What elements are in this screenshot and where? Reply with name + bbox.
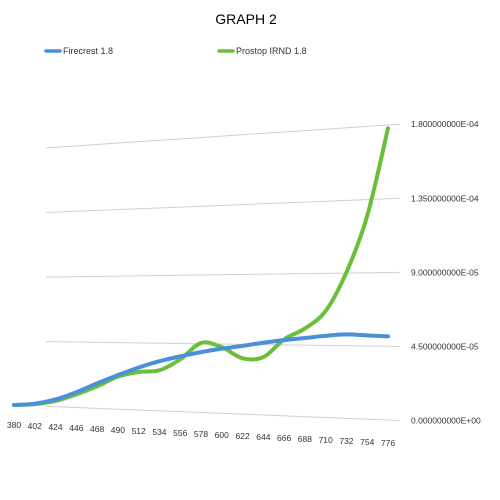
legend: Firecrest 1.8 Prostop IRND 1.8 bbox=[44, 46, 307, 56]
x-tick-label: 534 bbox=[152, 427, 166, 437]
y-tick-label: 1.350000000E-04 bbox=[411, 193, 479, 203]
x-axis-ticks: 380 402 424 446 468 490 512 534 556 578 600 622 644 6… bbox=[7, 420, 395, 448]
x-tick-label: 622 bbox=[235, 431, 249, 441]
x-tick-label: 512 bbox=[132, 426, 146, 436]
x-tick-label: 380 bbox=[7, 420, 21, 430]
x-tick-label: 424 bbox=[48, 422, 62, 432]
y-tick-label: 4.500000000E-05 bbox=[411, 341, 479, 351]
grid-line bbox=[45, 405, 401, 421]
x-tick-label: 688 bbox=[298, 434, 312, 444]
x-tick-label: 644 bbox=[256, 432, 270, 442]
grid-lines bbox=[45, 123, 401, 421]
x-tick-label: 754 bbox=[360, 437, 374, 447]
x-tick-label: 710 bbox=[319, 435, 333, 445]
grid-line bbox=[45, 123, 401, 149]
x-tick-label: 446 bbox=[69, 423, 83, 433]
x-tick-label: 600 bbox=[215, 430, 229, 440]
x-tick-label: 556 bbox=[173, 428, 187, 438]
grid-line bbox=[45, 341, 401, 347]
x-tick-label: 402 bbox=[28, 421, 42, 431]
chart-title: GRAPH 2 bbox=[215, 11, 277, 27]
grid-line bbox=[45, 197, 401, 213]
x-tick-label: 666 bbox=[277, 433, 291, 443]
y-tick-label: 0.000000000E+00 bbox=[411, 415, 481, 425]
grid-line bbox=[45, 271, 401, 278]
x-tick-label: 468 bbox=[90, 424, 104, 434]
x-tick-label: 578 bbox=[194, 429, 208, 439]
x-tick-label: 776 bbox=[381, 438, 395, 448]
legend-label-firecrest: Firecrest 1.8 bbox=[63, 46, 113, 56]
y-tick-label: 9.000000000E-05 bbox=[411, 267, 479, 277]
y-axis-ticks: 0.000000000E+00 4.500000000E-05 9.00000000… bbox=[411, 119, 481, 425]
y-tick-label: 1.800000000E-04 bbox=[411, 119, 479, 129]
x-tick-label: 732 bbox=[339, 436, 353, 446]
legend-label-prostop: Prostop IRND 1.8 bbox=[236, 46, 307, 56]
x-tick-label: 490 bbox=[111, 425, 125, 435]
series-lines bbox=[12, 126, 390, 407]
series-line-firecrest bbox=[12, 332, 390, 407]
series-line-prostop bbox=[12, 126, 390, 407]
